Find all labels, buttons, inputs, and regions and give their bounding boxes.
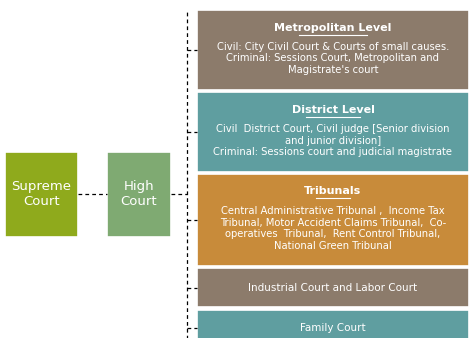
- FancyBboxPatch shape: [197, 174, 469, 266]
- Text: Tribunals: Tribunals: [304, 186, 362, 196]
- FancyBboxPatch shape: [197, 92, 469, 172]
- FancyBboxPatch shape: [197, 10, 469, 90]
- FancyBboxPatch shape: [197, 268, 469, 307]
- Text: Supreme
Court: Supreme Court: [11, 180, 72, 208]
- FancyBboxPatch shape: [107, 152, 171, 237]
- Text: Civil: City Civil Court & Courts of small causes.
Criminal: Sessions Court, Metr: Civil: City Civil Court & Courts of smal…: [217, 42, 449, 75]
- Text: Civil  District Court, Civil judge [Senior division
and junior division]
Crimina: Civil District Court, Civil judge [Senio…: [213, 124, 453, 157]
- FancyBboxPatch shape: [197, 310, 469, 338]
- Text: Industrial Court and Labor Court: Industrial Court and Labor Court: [248, 283, 418, 293]
- Text: High
Court: High Court: [120, 180, 157, 208]
- FancyBboxPatch shape: [5, 152, 78, 237]
- Text: Central Administrative Tribunal ,  Income Tax
Tribunal, Motor Accident Claims Tr: Central Administrative Tribunal , Income…: [220, 206, 446, 251]
- Text: District Level: District Level: [292, 105, 374, 115]
- Text: Metropolitan Level: Metropolitan Level: [274, 23, 392, 33]
- Text: Family Court: Family Court: [300, 323, 366, 333]
